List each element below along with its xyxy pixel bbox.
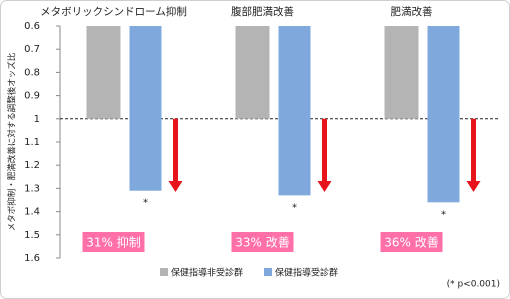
y-tick-label: 0.8 <box>24 67 40 78</box>
bar <box>86 26 121 119</box>
marker: * <box>441 209 446 220</box>
legend-swatch <box>160 268 168 276</box>
bar <box>427 26 460 203</box>
effect-label: 31% 抑制 <box>86 235 141 250</box>
group-title: メタボリックシンドローム抑制 <box>40 5 187 18</box>
arrow-head <box>168 181 183 192</box>
legend-label: 保健指導受診群 <box>275 267 338 279</box>
effect-box <box>380 232 443 252</box>
group-title: 腹部肥満改善 <box>231 5 294 18</box>
bar <box>129 26 162 191</box>
y-axis-label: メタボ抑制・肥満改善に対する調整後オッズ比 <box>7 53 18 232</box>
effect-label: 33% 改善 <box>235 235 290 250</box>
arrow-head <box>317 181 332 192</box>
legend-label: 保健指導非受診群 <box>171 267 243 279</box>
bar <box>278 26 311 196</box>
y-tick-label: 1.5 <box>24 230 40 241</box>
effect-box <box>231 232 294 252</box>
arrow-head <box>466 181 481 192</box>
y-tick-label: 0.9 <box>24 91 40 102</box>
note: (* p<0.001) <box>447 280 500 290</box>
effect-box <box>82 232 145 252</box>
y-tick-label: 1.1 <box>24 137 40 148</box>
y-tick-label: 1.2 <box>24 160 40 171</box>
legend-swatch <box>264 268 272 276</box>
marker: * <box>292 202 297 213</box>
marker: * <box>143 198 148 209</box>
y-tick-label: 1.3 <box>24 183 40 194</box>
bar <box>384 26 419 119</box>
group-title: 肥満改善 <box>391 5 433 18</box>
y-tick-label: 1.6 <box>24 253 40 264</box>
y-tick-label: 1 <box>34 114 40 125</box>
y-tick-label: 1.4 <box>24 207 40 218</box>
effect-label: 36% 改善 <box>384 235 439 250</box>
bar <box>235 26 270 119</box>
y-tick-label: 0.7 <box>24 44 40 55</box>
y-tick-label: 0.6 <box>24 21 40 32</box>
